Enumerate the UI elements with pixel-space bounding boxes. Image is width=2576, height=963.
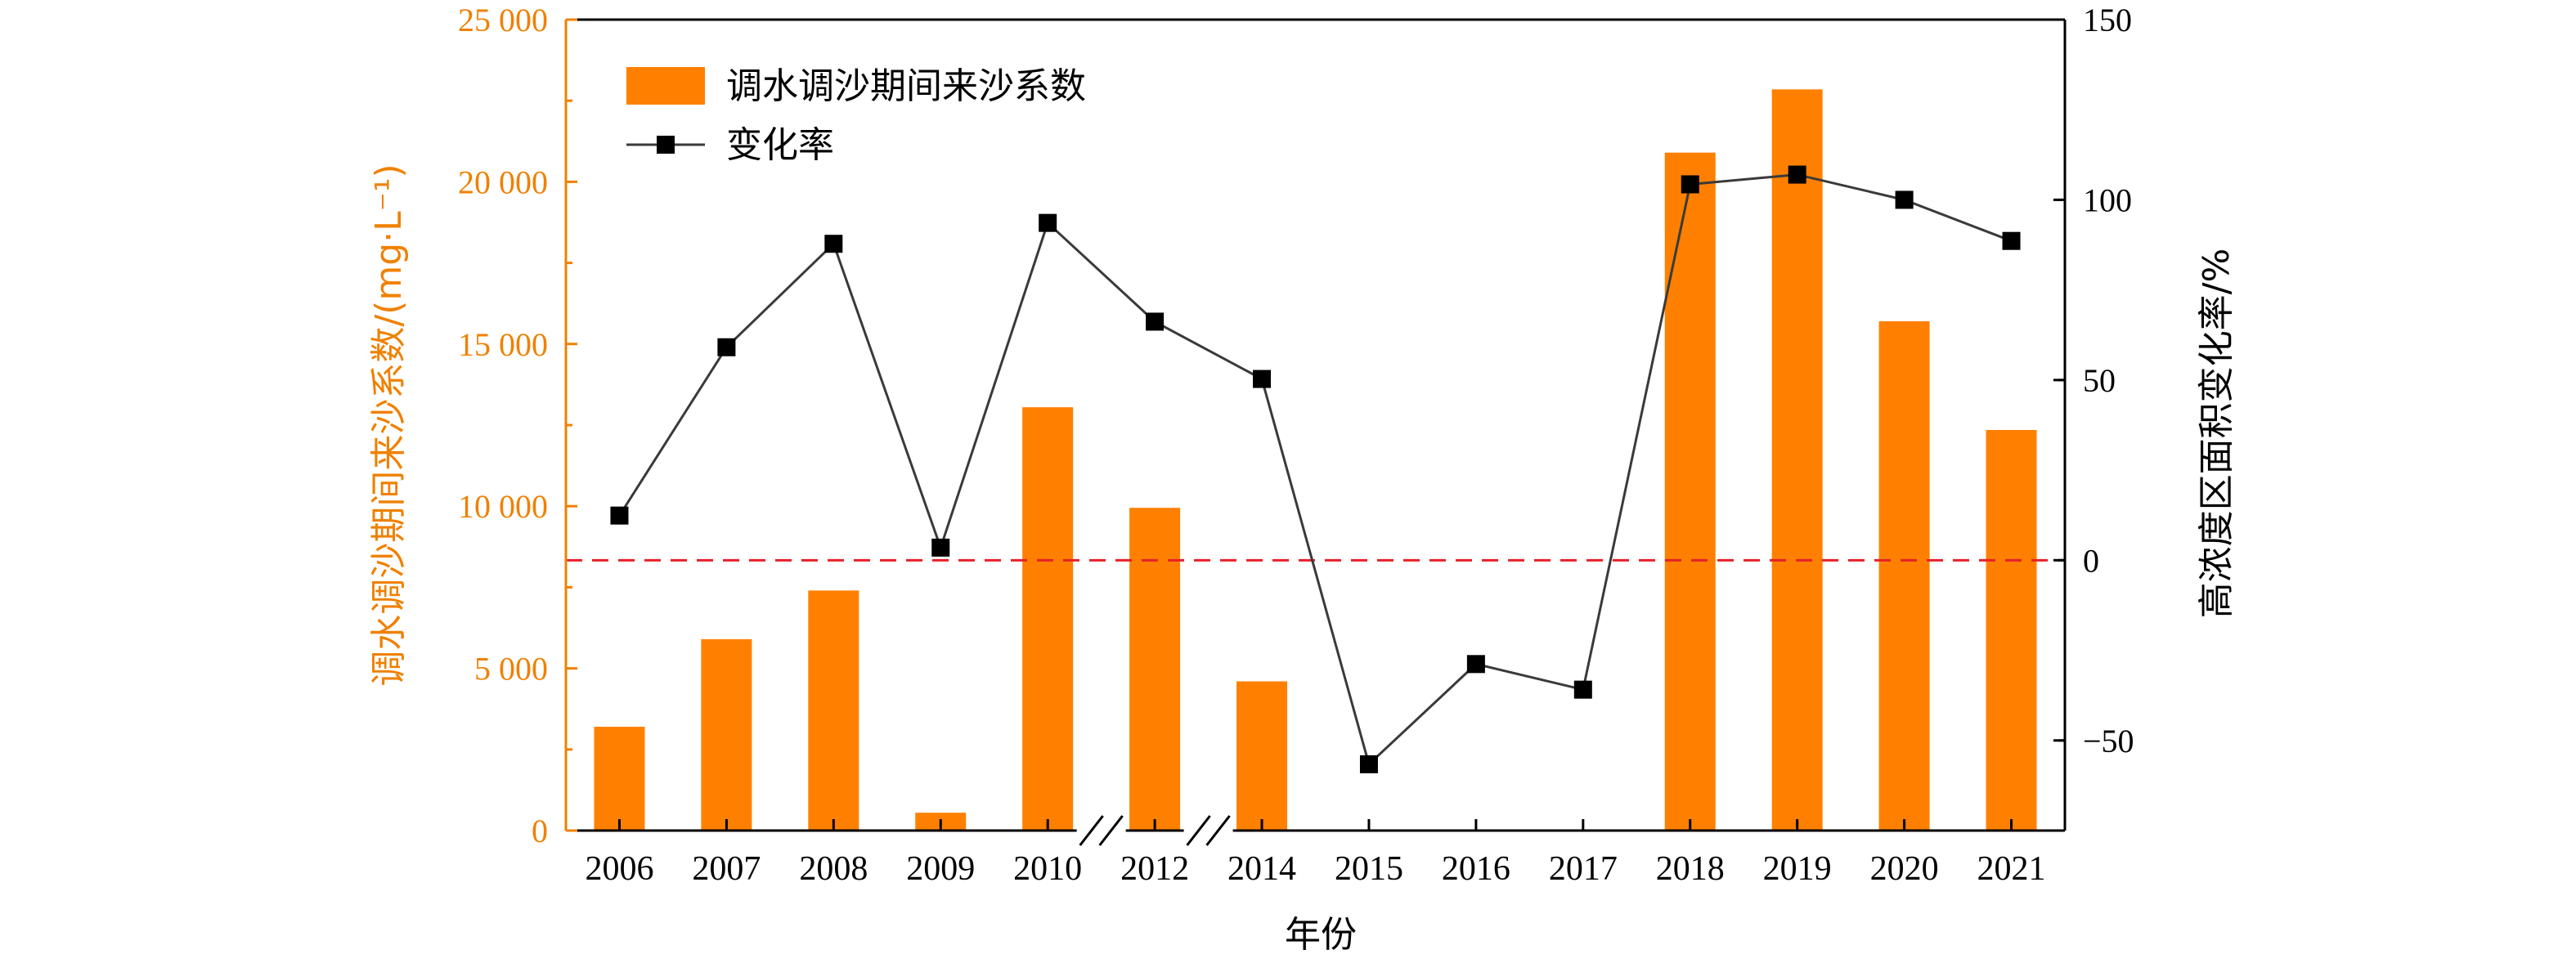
x-tick-label: 2008 [799, 850, 868, 888]
x-tick-label: 2015 [1335, 850, 1403, 888]
point-2016 [1466, 655, 1485, 674]
left-tick-label: 25 000 [458, 2, 548, 38]
x-tick-label: 2019 [1763, 850, 1832, 888]
bar-2018 [1664, 152, 1716, 831]
line-path [618, 173, 2013, 767]
x-tick-label: 2009 [906, 850, 975, 888]
left-tick-label: 20 000 [458, 163, 548, 200]
point-2019 [1788, 165, 1806, 184]
axis-break-slash [1186, 815, 1211, 846]
x-tick-label: 2014 [1227, 850, 1296, 888]
point-2017 [1573, 680, 1592, 699]
point-2015 [1359, 755, 1378, 773]
x-axis-ticks: 2006 2007 2008 2009 2010 2012 2014 2015 2016 2017… [585, 819, 2046, 888]
bar-2020 [1878, 321, 1930, 831]
point-2014 [1253, 370, 1272, 388]
right-tick-label: 100 [2083, 181, 2132, 218]
right-tick-label: 150 [2083, 2, 2132, 38]
line-series [610, 165, 2021, 773]
bar-2021 [1986, 429, 2037, 831]
legend-bar-label: 调水调沙期间来沙系数 [726, 65, 1086, 107]
point-2018 [1681, 175, 1699, 194]
x-tick-label: 2017 [1549, 850, 1618, 888]
bar-2014 [1236, 681, 1288, 831]
legend-marker [657, 136, 675, 154]
bar-2010 [1022, 407, 1074, 831]
point-2006 [610, 506, 629, 525]
right-tick-label: −50 [2083, 723, 2134, 759]
bar-2006 [594, 727, 645, 831]
left-tick-label: 10 000 [458, 488, 548, 525]
left-tick-label: 5 000 [474, 651, 548, 688]
axis-breaks [1076, 815, 1233, 846]
bar-2008 [808, 590, 859, 831]
point-2021 [2002, 231, 2021, 250]
x-tick-label: 2010 [1013, 850, 1082, 888]
x-tick-label: 2007 [692, 850, 761, 888]
right-axis-title: 高浓度区面积变化率/% [2196, 249, 2237, 619]
right-axis-ticks: −50 0 50 100 150 [2053, 2, 2134, 759]
bar-2019 [1771, 89, 1823, 831]
left-tick-label: 15 000 [458, 326, 548, 363]
left-tick-label: 0 [532, 813, 548, 849]
point-2009 [931, 538, 950, 557]
point-2008 [824, 235, 843, 253]
right-tick-label: 50 [2083, 362, 2116, 399]
legend-line-label: 变化率 [726, 124, 834, 166]
x-tick-label: 2016 [1442, 850, 1510, 888]
left-axis-title: 调水调沙期间来沙系数/(mg·L⁻¹) [368, 163, 410, 686]
x-tick-label: 2018 [1656, 850, 1725, 888]
left-axis-ticks: 0 5 000 10 000 15 000 20 000 25 000 [458, 2, 577, 849]
legend-bar-swatch [626, 67, 705, 105]
x-tick-label: 2006 [585, 850, 653, 888]
axis-break-slash [1098, 815, 1124, 846]
point-2012 [1146, 312, 1165, 331]
bar-2007 [701, 638, 752, 831]
bar-2012 [1129, 508, 1181, 831]
axis-break-gap [1076, 826, 1126, 835]
axis-break-slash [1079, 815, 1104, 846]
x-tick-label: 2012 [1120, 850, 1189, 888]
point-2007 [717, 338, 736, 356]
x-tick-label: 2020 [1870, 850, 1939, 888]
x-axis-title: 年份 [1285, 914, 1357, 956]
axis-break-gap [1183, 826, 1233, 835]
right-tick-label: 0 [2083, 542, 2099, 579]
point-2020 [1895, 190, 1914, 209]
bar-series [594, 89, 2037, 831]
x-tick-label: 2021 [1977, 850, 2046, 888]
axis-break-slash [1205, 815, 1231, 846]
point-2010 [1039, 213, 1057, 232]
